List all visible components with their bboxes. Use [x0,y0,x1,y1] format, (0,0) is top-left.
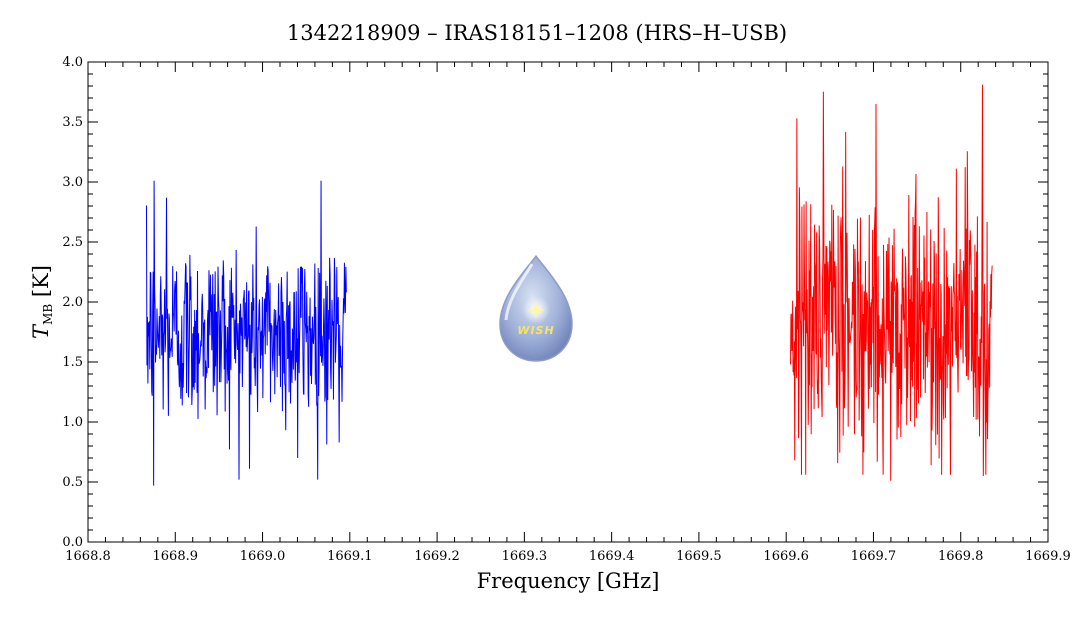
y-tick-label: 2.0 [62,295,83,310]
x-tick-label: 1669.1 [327,549,373,564]
y-tick-label: 1.5 [62,355,83,370]
wish-droplet-icon: WISH [499,254,573,362]
axis-ticks [87,61,1049,543]
x-tick-label: 1669.5 [676,549,722,564]
x-tick-label: 1669.6 [763,549,809,564]
x-tick-label: 1669.4 [589,549,635,564]
logo-text: WISH [517,324,554,337]
y-tick-label: 4.0 [62,55,83,70]
y-tick-label: 3.5 [62,115,83,130]
y-tick-label: 0.0 [62,535,83,550]
series-layer [145,84,993,486]
spectrum-series-line [145,180,347,486]
x-tick-label: 1668.8 [65,549,111,564]
spectrum-series-line [790,84,993,481]
y-tick-labels: 0.0 0.5 1.0 1.5 2.0 2.5 3.0 3.5 4.0 [62,55,83,550]
x-tick-label: 1669.8 [938,549,984,564]
x-tick-label: 1669.7 [851,549,897,564]
x-tick-label: 1669.2 [414,549,460,564]
x-tick-label: 1669.3 [502,549,548,564]
x-tick-label: 1669.0 [240,549,286,564]
y-tick-label: 0.5 [62,475,83,490]
x-tick-label: 1669.9 [1025,549,1071,564]
x-tick-label: 1668.9 [153,549,199,564]
y-axis-label: TMB [K] [29,265,55,339]
y-tick-label: 3.0 [62,175,83,190]
y-tick-label: 1.0 [62,415,83,430]
y-tick-label: 2.5 [62,235,83,250]
chart-title: 1342218909 – IRAS18151–1208 (HRS–H–USB) [287,21,787,45]
x-axis-label: Frequency [GHz] [477,569,660,593]
x-tick-labels: 1668.8 1668.9 1669.0 1669.1 1669.2 1669.3 1669… [65,549,1071,564]
